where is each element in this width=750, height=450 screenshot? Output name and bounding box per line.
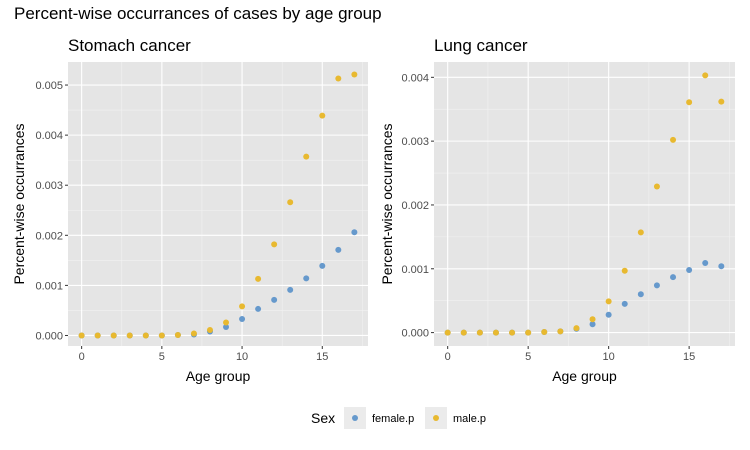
data-point-female-p bbox=[605, 311, 612, 318]
data-point-male-p bbox=[190, 330, 197, 337]
data-point-female-p bbox=[319, 262, 326, 269]
x-tick-label: 0 bbox=[79, 351, 85, 363]
data-point-female-p bbox=[223, 323, 230, 330]
y-tick-label: 0.000 bbox=[401, 328, 429, 340]
y-axis-title: Percent-wise occurrances bbox=[379, 123, 395, 284]
series-male-p bbox=[444, 72, 725, 336]
data-point-male-p bbox=[686, 99, 693, 106]
stomach-cancer-panel: 0 5 10 15 0.000 0.001 0.002 0.003 0.004 0.005 Stom… bbox=[11, 36, 368, 384]
data-point-male-p bbox=[319, 112, 326, 119]
data-point-female-p bbox=[702, 260, 709, 267]
data-point-male-p bbox=[557, 328, 564, 335]
y-tick-label: 0.001 bbox=[35, 280, 63, 292]
data-point-male-p bbox=[525, 329, 532, 336]
y-tick-label: 0.004 bbox=[35, 130, 63, 142]
data-point-male-p bbox=[605, 298, 612, 305]
data-point-female-p bbox=[287, 286, 294, 293]
data-point-male-p bbox=[271, 241, 278, 248]
y-tick-label: 0.005 bbox=[35, 80, 63, 92]
data-point-male-p bbox=[351, 71, 358, 78]
data-point-male-p bbox=[239, 303, 246, 310]
data-point-male-p bbox=[110, 332, 117, 339]
data-point-male-p bbox=[653, 183, 660, 190]
data-point-male-p bbox=[509, 329, 516, 336]
y-tick-label: 0.003 bbox=[35, 180, 63, 192]
y-tick-label: 0.002 bbox=[401, 200, 429, 212]
plot-background bbox=[68, 62, 368, 346]
legend-label-male: male.p bbox=[453, 413, 486, 425]
data-point-male-p bbox=[223, 319, 230, 326]
data-point-male-p bbox=[589, 316, 596, 323]
y-tick-label: 0.003 bbox=[401, 136, 429, 148]
legend-label-female: female.p bbox=[372, 413, 414, 425]
y-tick-label: 0.002 bbox=[35, 230, 63, 242]
data-point-female-p bbox=[653, 282, 660, 289]
panel-title-stomach: Stomach cancer bbox=[68, 36, 191, 55]
data-point-male-p bbox=[303, 153, 310, 160]
legend-marker-female bbox=[352, 415, 358, 421]
x-axis-title: Age group bbox=[552, 368, 617, 384]
data-point-male-p bbox=[492, 329, 499, 336]
data-point-male-p bbox=[702, 72, 709, 79]
data-point-male-p bbox=[158, 332, 165, 339]
x-tick-label: 15 bbox=[683, 351, 695, 363]
y-tick-label: 0.001 bbox=[401, 264, 429, 276]
data-point-female-p bbox=[670, 274, 677, 281]
data-point-male-p bbox=[621, 267, 628, 274]
data-point-male-p bbox=[94, 332, 101, 339]
x-axis-title: Age group bbox=[186, 368, 251, 384]
data-point-female-p bbox=[621, 300, 628, 307]
data-point-male-p bbox=[476, 329, 483, 336]
data-point-female-p bbox=[589, 321, 596, 328]
data-point-male-p bbox=[670, 136, 677, 143]
data-point-female-p bbox=[271, 296, 278, 303]
series-male-p bbox=[78, 71, 358, 339]
data-point-female-p bbox=[303, 275, 310, 282]
x-tick-label: 15 bbox=[316, 351, 328, 363]
data-point-male-p bbox=[460, 329, 467, 336]
data-point-male-p bbox=[718, 98, 725, 105]
data-point-female-p bbox=[718, 263, 725, 270]
data-point-male-p bbox=[142, 332, 149, 339]
y-tick-label: 0.004 bbox=[401, 72, 429, 84]
data-point-male-p bbox=[335, 75, 342, 82]
data-point-female-p bbox=[335, 246, 342, 253]
x-tick-label: 5 bbox=[525, 351, 531, 363]
data-point-male-p bbox=[78, 332, 85, 339]
y-tick-label: 0.000 bbox=[35, 330, 63, 342]
legend-marker-male bbox=[433, 415, 439, 421]
data-point-female-p bbox=[686, 267, 693, 274]
data-point-male-p bbox=[541, 328, 548, 335]
y-axis-title: Percent-wise occurrances bbox=[11, 123, 27, 284]
x-tick-label: 10 bbox=[236, 351, 248, 363]
data-point-male-p bbox=[444, 329, 451, 336]
legend: Sex female.p male.p bbox=[311, 407, 486, 429]
panel-title-lung: Lung cancer bbox=[434, 36, 528, 55]
data-point-male-p bbox=[174, 331, 181, 338]
data-point-female-p bbox=[637, 291, 644, 298]
data-point-male-p bbox=[573, 325, 580, 332]
lung-cancer-panel: 0 5 10 15 0.000 0.001 0.002 0.003 0.004 Lung canc… bbox=[379, 36, 735, 384]
x-tick-label: 5 bbox=[159, 351, 165, 363]
data-point-male-p bbox=[287, 199, 294, 206]
data-point-female-p bbox=[255, 305, 262, 312]
data-point-female-p bbox=[351, 229, 358, 236]
data-point-male-p bbox=[206, 326, 213, 333]
data-point-male-p bbox=[255, 275, 262, 282]
x-tick-label: 0 bbox=[445, 351, 451, 363]
data-point-male-p bbox=[637, 229, 644, 236]
legend-title: Sex bbox=[311, 410, 335, 426]
x-tick-label: 10 bbox=[603, 351, 615, 363]
data-point-male-p bbox=[126, 332, 133, 339]
figure-title: Percent-wise occurrances of cases by age… bbox=[14, 4, 382, 23]
data-point-female-p bbox=[239, 315, 246, 322]
